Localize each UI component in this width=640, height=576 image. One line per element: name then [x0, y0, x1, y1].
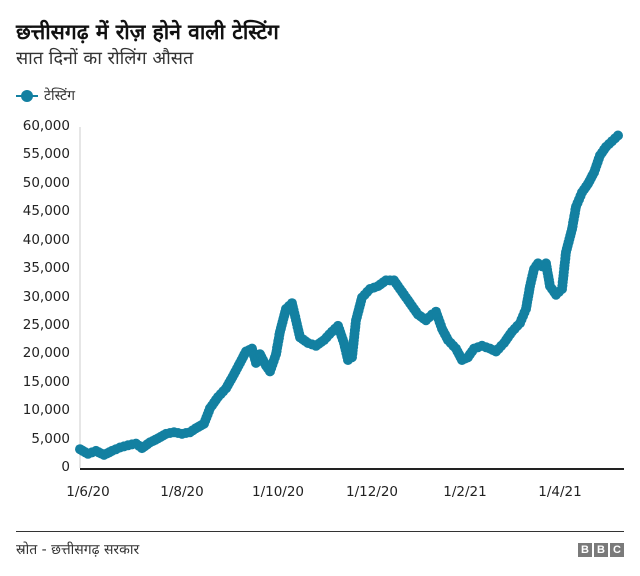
source-note: स्रोत - छत्तीसगढ़ सरकार [16, 542, 140, 558]
legend-marker-icon [16, 89, 38, 102]
x-tick-label: 1/12/20 [345, 484, 399, 500]
y-tick-label: 40,000 [22, 231, 70, 248]
y-tick-label: 20,000 [22, 345, 70, 362]
y-tick-label: 10,000 [22, 402, 70, 419]
x-tick-label: 1/2/21 [443, 484, 487, 500]
series-testing [75, 130, 623, 460]
chart-subtitle: सात दिनों का रोलिंग औसत [16, 48, 194, 69]
y-tick-label: 5,000 [31, 430, 70, 447]
y-tick-label: 15,000 [22, 373, 70, 390]
y-tick-label: 60,000 [22, 118, 70, 134]
y-tick-label: 35,000 [22, 260, 70, 277]
footer-divider [16, 531, 624, 532]
y-tick-label: 45,000 [22, 203, 70, 220]
bbc-logo-b1: B [578, 543, 592, 557]
x-tick-label: 1/10/20 [251, 484, 305, 500]
bbc-logo-c: C [610, 543, 624, 557]
legend-label: टेस्टिंग [44, 88, 76, 104]
data-point-marker [613, 130, 623, 141]
x-tick-label: 1/8/20 [160, 484, 204, 500]
bbc-logo: B B C [578, 543, 624, 557]
y-tick-label: 0 [61, 459, 70, 475]
series-line [79, 134, 619, 457]
chart-title: छत्तीसगढ़ में रोज़ होने वाली टेस्टिंग [16, 20, 279, 44]
legend: टेस्टिंग [16, 86, 75, 105]
y-tick-label: 55,000 [22, 146, 70, 163]
bbc-logo-b2: B [594, 543, 608, 557]
x-tick-label: 1/4/21 [538, 484, 582, 500]
y-tick-label: 50,000 [22, 174, 70, 191]
x-tick-label: 1/6/20 [66, 484, 110, 500]
y-tick-label: 30,000 [22, 288, 70, 305]
y-tick-label: 25,000 [22, 316, 70, 333]
